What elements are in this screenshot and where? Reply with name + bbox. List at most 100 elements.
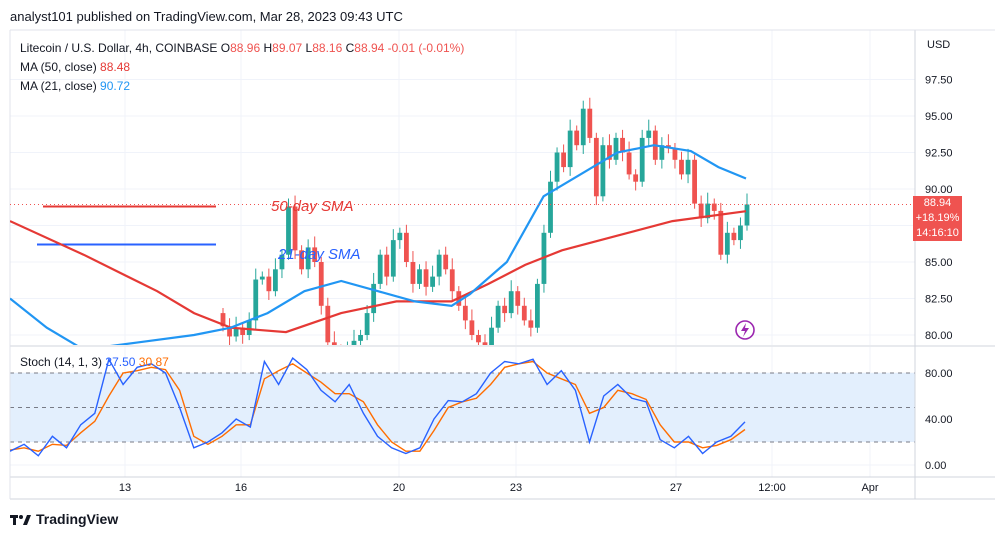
price-tick-label: 90.00 bbox=[925, 184, 953, 196]
candle-body bbox=[639, 137, 645, 182]
candle-up bbox=[535, 278, 540, 333]
candle-body bbox=[561, 152, 566, 168]
candle-up bbox=[371, 272, 377, 322]
ma50-label: MA (50, close) bbox=[20, 60, 97, 74]
candle-down bbox=[384, 246, 390, 286]
candle-down bbox=[692, 154, 697, 209]
time-tick-label: 27 bbox=[670, 482, 682, 494]
ma21-label: MA (21, close) bbox=[20, 79, 97, 93]
candle-down bbox=[292, 195, 298, 260]
candle-body bbox=[430, 276, 435, 287]
candle-down bbox=[312, 236, 318, 268]
candle-body bbox=[718, 210, 724, 255]
candle-up bbox=[364, 305, 370, 341]
ma50-line bbox=[10, 210, 747, 334]
candle-down bbox=[469, 309, 475, 341]
candle-body bbox=[672, 148, 678, 160]
candle-up bbox=[259, 271, 265, 285]
stoch-k-value: 37.50 bbox=[105, 355, 136, 369]
price-tick-label: 80.00 bbox=[925, 330, 953, 342]
candle-down bbox=[731, 227, 737, 246]
sma21-annotation: 21-day SMA bbox=[278, 246, 361, 263]
candle-body bbox=[692, 159, 697, 204]
ma21-row: MA (21, close) 90.72 bbox=[20, 77, 464, 96]
candle-up bbox=[554, 147, 560, 191]
candle-body bbox=[489, 327, 494, 345]
candle-body bbox=[266, 276, 272, 292]
candle-up bbox=[417, 264, 422, 290]
price-tick-label: 97.50 bbox=[925, 75, 953, 87]
candle-body bbox=[600, 145, 606, 197]
candle-down bbox=[325, 297, 331, 345]
last-price: 88.94 bbox=[923, 197, 952, 209]
candle-body bbox=[744, 204, 750, 226]
candle-body bbox=[312, 247, 318, 262]
low-value: 88.16 bbox=[312, 41, 343, 55]
candle-body bbox=[390, 240, 396, 277]
candle-up bbox=[724, 221, 730, 264]
lightning-icon-bolt bbox=[741, 323, 749, 337]
candle-up bbox=[436, 249, 442, 286]
candle-down bbox=[587, 97, 593, 144]
candle-body bbox=[410, 262, 416, 284]
price-tick-label: 95.00 bbox=[925, 111, 953, 123]
candle-body bbox=[220, 313, 226, 327]
candle-down bbox=[633, 169, 639, 191]
stoch-tick-label: 40.00 bbox=[925, 414, 953, 426]
candle-down bbox=[593, 132, 599, 206]
chart-legend: Litecoin / U.S. Dollar, 4h, COINBASE O88… bbox=[20, 39, 464, 96]
candle-body bbox=[358, 335, 363, 341]
candle-up bbox=[351, 329, 357, 345]
low-label: L bbox=[305, 41, 313, 55]
candle-body bbox=[233, 327, 239, 337]
candle-body bbox=[502, 305, 508, 314]
candle-body bbox=[371, 283, 377, 314]
candle-body bbox=[227, 326, 232, 337]
candle-body bbox=[449, 269, 455, 292]
time-tick-label: 23 bbox=[510, 482, 522, 494]
candle-body bbox=[646, 130, 652, 138]
candle-body bbox=[482, 342, 488, 345]
stoch-label: Stoch (14, 1, 3) bbox=[20, 355, 103, 369]
candle-body bbox=[404, 232, 409, 262]
high-label: H bbox=[263, 41, 273, 55]
candle-down bbox=[672, 143, 678, 169]
candle-down bbox=[443, 246, 449, 275]
candle-body bbox=[698, 203, 704, 219]
last-price-label: 88.94 +18.19% 14:16:10 bbox=[913, 196, 962, 241]
candle-up bbox=[430, 265, 435, 292]
candle-body bbox=[331, 342, 337, 345]
candle-up bbox=[580, 100, 586, 154]
candle-up bbox=[613, 132, 619, 165]
ma21-value: 90.72 bbox=[100, 79, 131, 93]
candle-down bbox=[561, 144, 566, 173]
time-tick-label: 13 bbox=[119, 482, 131, 494]
candle-up bbox=[495, 300, 501, 333]
candle-up bbox=[390, 229, 396, 282]
candle-up bbox=[600, 137, 606, 202]
candle-body bbox=[292, 206, 298, 251]
candle-down bbox=[299, 245, 304, 275]
publication-info: analyst101 published on TradingView.com,… bbox=[10, 9, 403, 24]
candle-body bbox=[253, 279, 259, 321]
stoch-k-line bbox=[10, 357, 746, 457]
footer-brand-text: TradingView bbox=[36, 511, 119, 527]
candle-body bbox=[318, 262, 324, 306]
bar-countdown: 14:16:10 bbox=[916, 227, 959, 239]
candle-body bbox=[246, 320, 252, 335]
candle-up bbox=[377, 249, 383, 290]
candle-body bbox=[587, 108, 593, 138]
candle-down bbox=[227, 318, 232, 345]
candle-up bbox=[253, 268, 259, 330]
candle-down bbox=[528, 309, 534, 337]
candle-body bbox=[528, 320, 534, 328]
change-value: -0.01 (-0.01%) bbox=[387, 41, 465, 55]
candle-body bbox=[240, 327, 246, 335]
candle-up bbox=[705, 192, 711, 224]
time-tick-label: Apr bbox=[861, 482, 878, 494]
high-value: 89.07 bbox=[272, 41, 303, 55]
open-label: O bbox=[220, 41, 231, 55]
candle-up bbox=[639, 129, 645, 187]
candle-body bbox=[305, 247, 311, 270]
